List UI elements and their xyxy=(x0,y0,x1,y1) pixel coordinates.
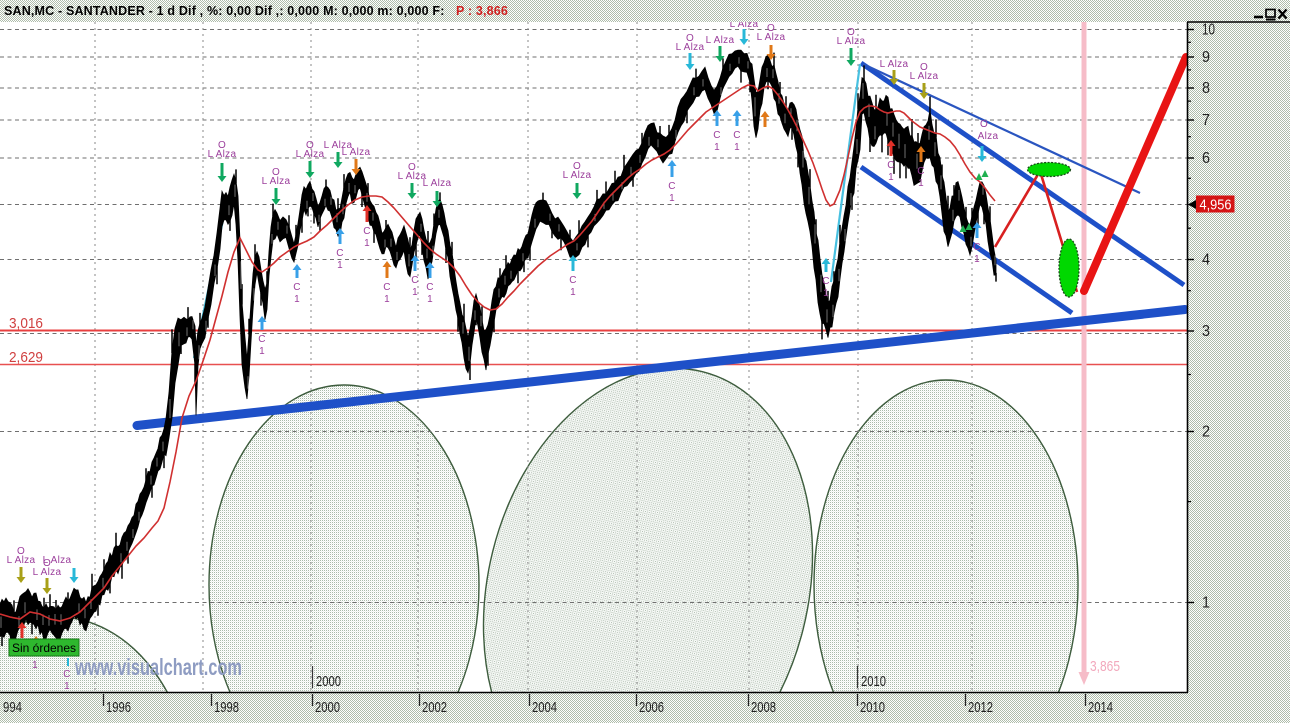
svg-text:2000: 2000 xyxy=(315,699,340,716)
svg-text:C: C xyxy=(733,130,741,141)
svg-text:1: 1 xyxy=(669,193,675,204)
svg-text:L Alza: L Alza xyxy=(730,19,759,30)
svg-text:2010: 2010 xyxy=(860,699,885,716)
svg-text:L Alza: L Alza xyxy=(342,147,371,158)
svg-text:L Alza: L Alza xyxy=(398,171,427,182)
svg-text:1: 1 xyxy=(888,172,894,183)
svg-text:2,629: 2,629 xyxy=(9,349,43,366)
svg-text:O: O xyxy=(272,167,280,178)
svg-text:L Alza: L Alza xyxy=(706,35,735,46)
svg-text:1998: 1998 xyxy=(214,699,239,716)
svg-text:2010: 2010 xyxy=(861,673,886,690)
svg-text:O: O xyxy=(980,119,988,130)
svg-text:2004: 2004 xyxy=(532,699,557,716)
svg-text:C: C xyxy=(411,275,419,286)
svg-text:6: 6 xyxy=(1202,150,1210,167)
svg-text:C: C xyxy=(887,160,895,171)
svg-text:2002: 2002 xyxy=(422,699,447,716)
svg-text:L Alza: L Alza xyxy=(676,42,705,53)
svg-text:L Alza: L Alza xyxy=(837,36,866,47)
svg-text:C: C xyxy=(383,282,391,293)
svg-text:4: 4 xyxy=(1202,252,1210,269)
svg-text:2006: 2006 xyxy=(639,699,664,716)
svg-text:Alza: Alza xyxy=(978,131,999,142)
svg-text:C: C xyxy=(668,181,676,192)
svg-text:1: 1 xyxy=(427,294,433,305)
svg-text:O: O xyxy=(767,23,775,34)
svg-text:L Alza: L Alza xyxy=(563,170,592,181)
svg-text:L Alza: L Alza xyxy=(880,59,909,70)
svg-text:1: 1 xyxy=(364,238,370,249)
svg-text:L Alza: L Alza xyxy=(33,567,62,578)
svg-text:L Alza: L Alza xyxy=(910,71,939,82)
svg-text:10: 10 xyxy=(1202,22,1215,39)
svg-text:O: O xyxy=(686,33,694,44)
svg-text:SAN,MC - SANTANDER - 1 d Dif: SAN,MC - SANTANDER - 1 d Dif , %: 0,00 D… xyxy=(4,4,445,18)
svg-text:O: O xyxy=(306,140,314,151)
svg-text:O: O xyxy=(408,162,416,173)
svg-text:C: C xyxy=(293,282,301,293)
svg-text:O: O xyxy=(218,140,226,151)
svg-text:1: 1 xyxy=(714,142,720,153)
svg-text:7: 7 xyxy=(1202,112,1210,129)
svg-text:O: O xyxy=(573,161,581,172)
svg-text:4,956: 4,956 xyxy=(1200,198,1232,214)
svg-text:P : 3,866: P : 3,866 xyxy=(456,4,508,18)
svg-text:1: 1 xyxy=(294,294,300,305)
svg-text:1: 1 xyxy=(412,287,418,298)
svg-text:1: 1 xyxy=(918,178,924,189)
svg-text:2008: 2008 xyxy=(751,699,776,716)
svg-text:1: 1 xyxy=(384,294,390,305)
svg-text:1: 1 xyxy=(32,660,38,671)
svg-text:1: 1 xyxy=(974,254,980,265)
svg-text:1: 1 xyxy=(570,287,576,298)
svg-text:3,865: 3,865 xyxy=(1090,658,1120,675)
svg-text:2: 2 xyxy=(1202,424,1210,441)
svg-text:1: 1 xyxy=(259,346,265,357)
svg-text:L Alza: L Alza xyxy=(757,32,786,43)
svg-text:994: 994 xyxy=(3,699,22,716)
svg-text:C: C xyxy=(713,130,721,141)
svg-text:C: C xyxy=(336,248,344,259)
svg-text:L Alza: L Alza xyxy=(208,149,237,160)
svg-text:3: 3 xyxy=(1202,323,1210,340)
svg-text:O: O xyxy=(17,546,25,557)
svg-text:1: 1 xyxy=(337,260,343,271)
svg-text:www.visualchart.com: www.visualchart.com xyxy=(74,654,242,680)
svg-text:L Alza: L Alza xyxy=(43,555,72,566)
svg-text:C: C xyxy=(426,282,434,293)
svg-text:L Alza: L Alza xyxy=(423,178,452,189)
svg-text:O: O xyxy=(43,558,51,569)
svg-text:C: C xyxy=(363,226,371,237)
svg-text:C: C xyxy=(822,276,830,287)
svg-text:1: 1 xyxy=(823,288,829,299)
svg-text:1: 1 xyxy=(1202,595,1210,612)
svg-text:Sin órdenes: Sin órdenes xyxy=(12,641,76,655)
svg-text:L Alza: L Alza xyxy=(296,149,325,160)
svg-text:O: O xyxy=(920,62,928,73)
svg-text:8: 8 xyxy=(1202,80,1210,97)
svg-text:2014: 2014 xyxy=(1088,699,1113,716)
svg-text:1: 1 xyxy=(734,142,740,153)
svg-text:C: C xyxy=(63,669,71,680)
svg-text:1: 1 xyxy=(64,681,70,692)
svg-text:C: C xyxy=(973,242,981,253)
svg-text:L Alza: L Alza xyxy=(262,176,291,187)
svg-text:L Alza: L Alza xyxy=(324,140,353,151)
svg-text:C: C xyxy=(917,166,925,177)
svg-text:2012: 2012 xyxy=(968,699,993,716)
svg-text:2000: 2000 xyxy=(316,673,341,690)
svg-text:3,016: 3,016 xyxy=(9,315,43,332)
svg-text:L Alza: L Alza xyxy=(7,555,36,566)
svg-text:C: C xyxy=(258,334,266,345)
svg-text:O: O xyxy=(847,27,855,38)
svg-text:C: C xyxy=(569,275,577,286)
svg-text:1996: 1996 xyxy=(106,699,131,716)
svg-text:9: 9 xyxy=(1202,49,1210,66)
